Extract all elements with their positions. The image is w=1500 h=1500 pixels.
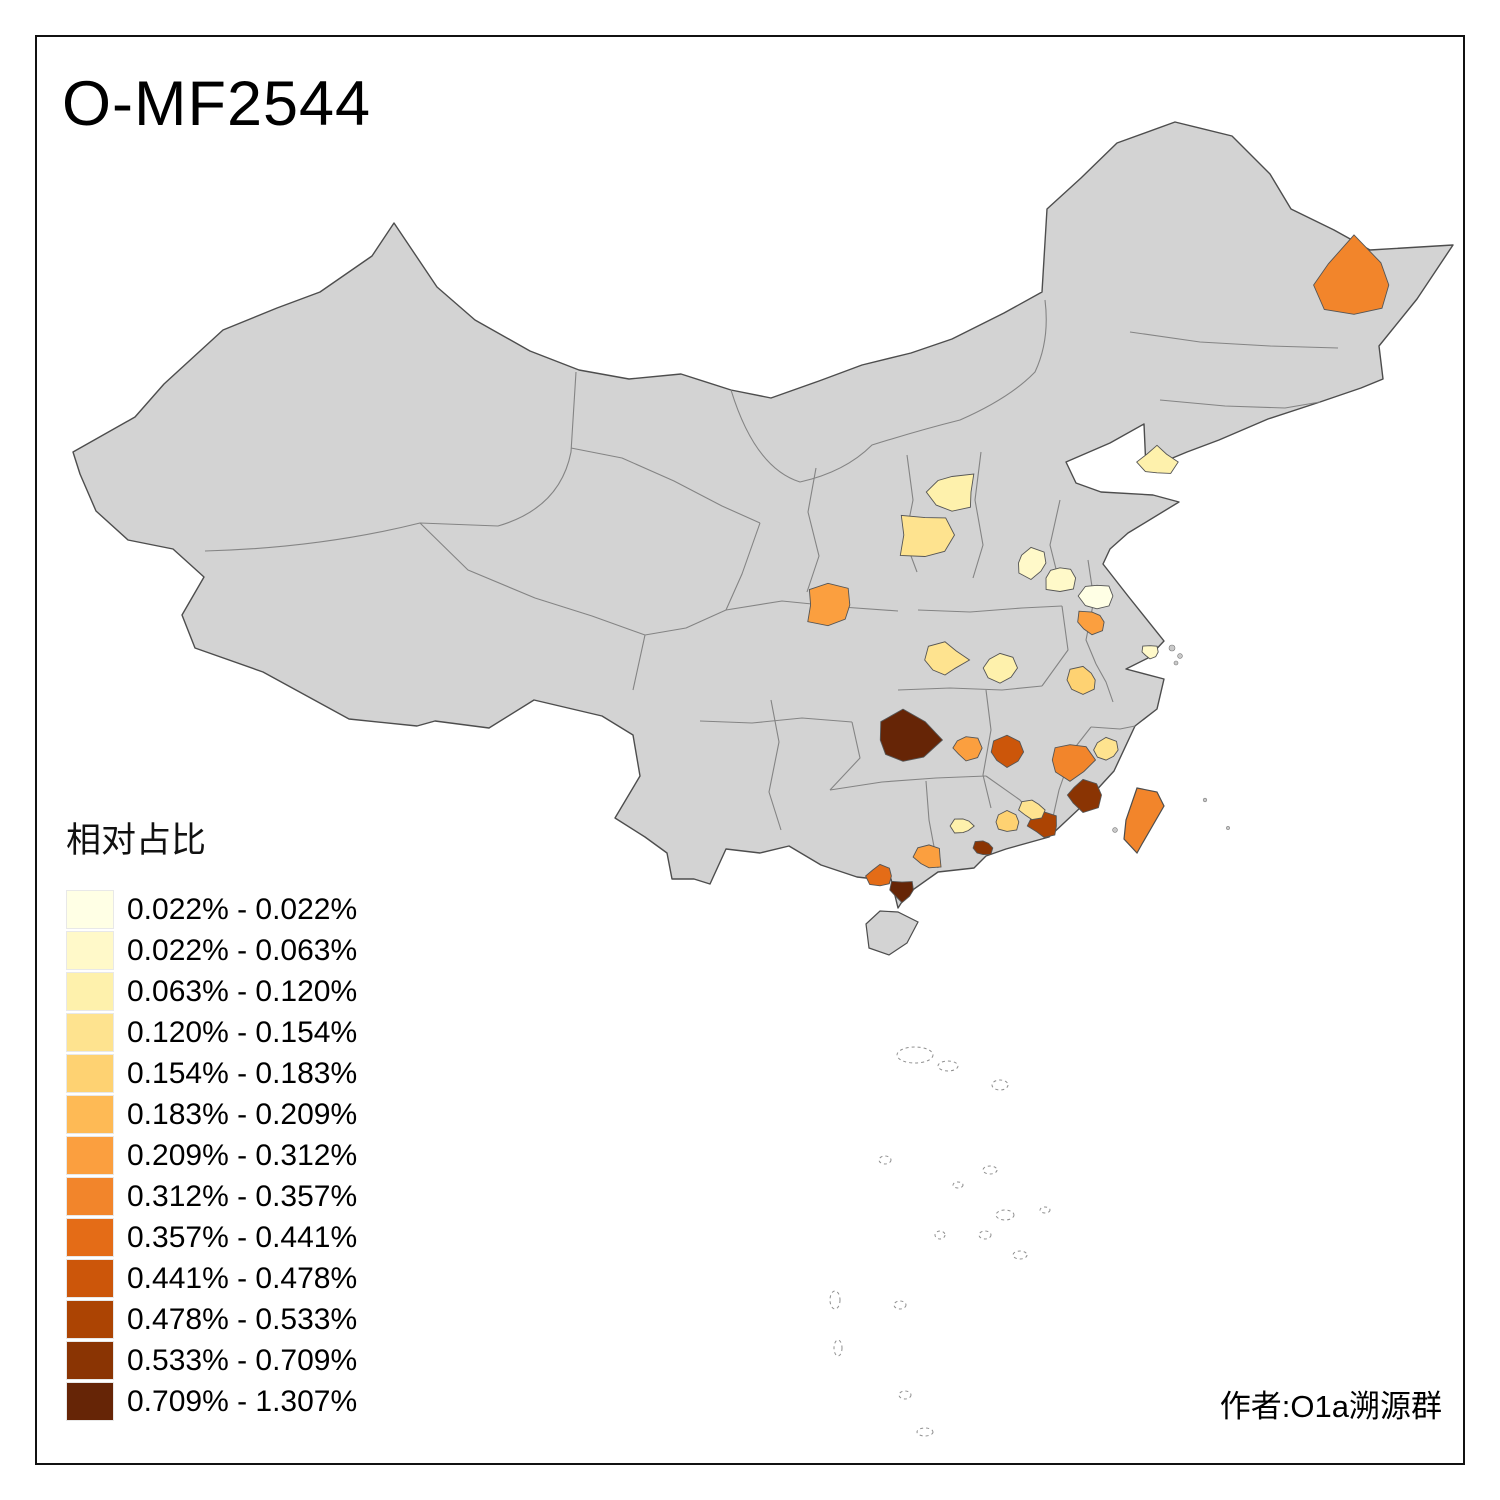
legend-row: 0.120% - 0.154%: [66, 1012, 357, 1053]
plot-title: O-MF2544: [62, 69, 372, 139]
legend-row: 0.709% - 1.307%: [66, 1381, 357, 1422]
legend-label: 0.209% - 0.312%: [127, 1138, 358, 1172]
prefecture-region: [1077, 584, 1114, 610]
prefecture-region: [1313, 234, 1390, 315]
legend-swatch: [66, 890, 114, 929]
prefecture-region: [899, 514, 956, 557]
prefecture-region: [949, 818, 975, 834]
legend-row: 0.022% - 0.063%: [66, 930, 357, 971]
prefecture-region: [990, 734, 1025, 769]
prefecture-region: [1018, 799, 1046, 821]
legend: 相对占比 0.022% - 0.022% 0.022% - 0.063% 0.063…: [66, 812, 357, 1422]
attribution: 作者:O1a溯源群: [1219, 1389, 1442, 1424]
prefecture-region: [1045, 567, 1077, 592]
prefecture-region: [865, 863, 892, 887]
legend-row: 0.441% - 0.478%: [66, 1258, 357, 1299]
taiwan-region: [1123, 787, 1165, 855]
legend-swatch: [66, 1177, 114, 1216]
prefecture-region: [972, 840, 994, 856]
legend-row: 0.209% - 0.312%: [66, 1135, 357, 1176]
legend-swatch: [66, 1054, 114, 1093]
legend-swatch: [66, 1382, 114, 1421]
legend-row: 0.478% - 0.533%: [66, 1299, 357, 1340]
prefecture-region: [1066, 665, 1096, 695]
prefecture-region: [925, 473, 975, 512]
legend-swatch: [66, 931, 114, 970]
province-borders: [204, 299, 1339, 869]
legend-label: 0.709% - 1.307%: [127, 1384, 358, 1418]
prefecture-region: [807, 582, 851, 627]
legend-rows: 0.022% - 0.022% 0.022% - 0.063% 0.063% - 0…: [66, 889, 357, 1422]
prefecture-region: [889, 880, 914, 904]
legend-label: 0.183% - 0.209%: [127, 1097, 358, 1131]
prefecture-region: [1141, 645, 1159, 660]
legend-row: 0.533% - 0.709%: [66, 1340, 357, 1381]
legend-row: 0.063% - 0.120%: [66, 971, 357, 1012]
prefecture-region: [982, 652, 1019, 684]
legend-row: 0.154% - 0.183%: [66, 1053, 357, 1094]
prefecture-region: [1018, 546, 1047, 581]
legend-swatch: [66, 1095, 114, 1134]
south-sea-islets: [829, 1046, 1051, 1437]
legend-row: 0.183% - 0.209%: [66, 1094, 357, 1135]
legend-label: 0.063% - 0.120%: [127, 974, 358, 1008]
prefecture-region: [924, 641, 971, 676]
prefecture-region: [912, 844, 942, 869]
legend-label: 0.120% - 0.154%: [127, 1015, 358, 1049]
prefecture-region: [1077, 610, 1105, 636]
legend-row: 0.312% - 0.357%: [66, 1176, 357, 1217]
legend-label: 0.022% - 0.063%: [127, 933, 358, 967]
legend-label: 0.357% - 0.441%: [127, 1220, 358, 1254]
coastal-islets: [1112, 644, 1230, 833]
china-mainland-shape: [72, 121, 1454, 909]
prefecture-region: [1051, 744, 1097, 782]
prefecture-region: [879, 708, 944, 762]
legend-row: 0.357% - 0.441%: [66, 1217, 357, 1258]
legend-label: 0.022% - 0.022%: [127, 892, 358, 926]
legend-swatch: [66, 1300, 114, 1339]
legend-swatch: [66, 1013, 114, 1052]
legend-label: 0.154% - 0.183%: [127, 1056, 358, 1090]
prefecture-region: [1066, 778, 1102, 814]
legend-swatch: [66, 1218, 114, 1257]
legend-label: 0.533% - 0.709%: [127, 1343, 358, 1377]
prefecture-region: [1136, 444, 1179, 474]
legend-swatch: [66, 1259, 114, 1298]
legend-label: 0.478% - 0.533%: [127, 1302, 358, 1336]
prefecture-region: [1093, 736, 1119, 761]
hainan-island: [865, 910, 919, 956]
legend-swatch: [66, 972, 114, 1011]
legend-label: 0.312% - 0.357%: [127, 1179, 358, 1213]
legend-swatch: [66, 1136, 114, 1175]
legend-title: 相对占比: [66, 821, 207, 860]
legend-label: 0.441% - 0.478%: [127, 1261, 358, 1295]
prefecture-region: [995, 809, 1020, 832]
legend-row: 0.022% - 0.022%: [66, 889, 357, 930]
colored-prefectures: [807, 234, 1390, 904]
legend-swatch: [66, 1341, 114, 1380]
prefecture-region: [952, 736, 983, 762]
